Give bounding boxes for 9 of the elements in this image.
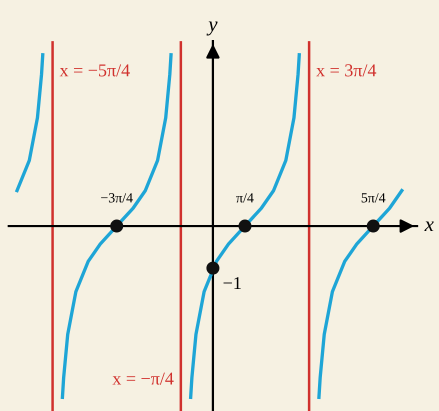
y-axis-title: y: [206, 21, 218, 36]
annotation: x = −π/4: [112, 372, 174, 385]
x-tick-label: π/4: [236, 193, 254, 202]
x-axis-title: x: [424, 221, 434, 232]
annotation: −1: [224, 277, 241, 289]
annotation: x = 3π/4: [316, 64, 376, 76]
annotation: x = −5π/4: [60, 64, 130, 76]
x-tick-label: 5π/4: [362, 193, 386, 202]
x-tick-label: −3π/4: [101, 193, 133, 202]
